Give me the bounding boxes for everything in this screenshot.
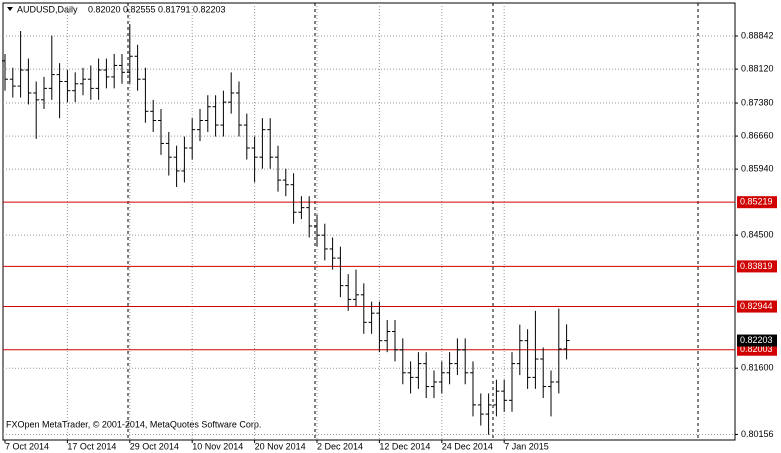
price-label: 0.82203 [740,335,773,345]
y-tick-label: 0.88842 [741,30,774,40]
y-tick-label: 0.86660 [741,130,774,140]
level-label: 0.83819 [740,261,773,271]
level-label: 0.82003 [740,344,773,354]
x-tick-label: 17 Oct 2014 [67,441,116,451]
x-tick-label: 24 Dec 2014 [442,441,493,451]
header-value: 0.82203 [193,4,226,14]
y-tick-label: 0.84500 [741,230,774,240]
header-value: 0.81791 [158,4,191,14]
copyright: FXOpen MetaTrader, © 2001-2014, MetaQuot… [6,419,261,429]
level-tag [737,300,777,313]
x-tick-label: 10 Nov 2014 [192,441,243,451]
x-tick-label: 2 Dec 2014 [317,441,363,451]
y-tick-label: 0.88120 [741,63,774,73]
menu-arrow[interactable] [7,7,13,11]
symbol: AUDUSD,Daily [17,4,78,14]
x-tick-label: 12 Dec 2014 [379,441,430,451]
y-tick-label: 0.80156 [741,429,774,439]
level-tag [737,260,777,273]
x-tick-label: 7 Jan 2015 [504,441,549,451]
x-tick-label: 20 Nov 2014 [255,441,306,451]
level-tag [737,343,777,356]
price-tag [737,334,777,347]
x-tick-label: 29 Oct 2014 [130,441,179,451]
header-value: 0.82020 [88,4,121,14]
plot-frame [2,2,736,441]
y-tick-label: 0.85940 [741,163,774,173]
y-tick-label: 0.87380 [741,97,774,107]
header-value: 0.82555 [123,4,156,14]
level-tag [737,196,777,209]
x-tick-label: 7 Oct 2014 [5,441,49,451]
level-label: 0.82944 [740,301,773,311]
y-tick-label: 0.81600 [741,363,774,373]
level-label: 0.85219 [740,197,773,207]
